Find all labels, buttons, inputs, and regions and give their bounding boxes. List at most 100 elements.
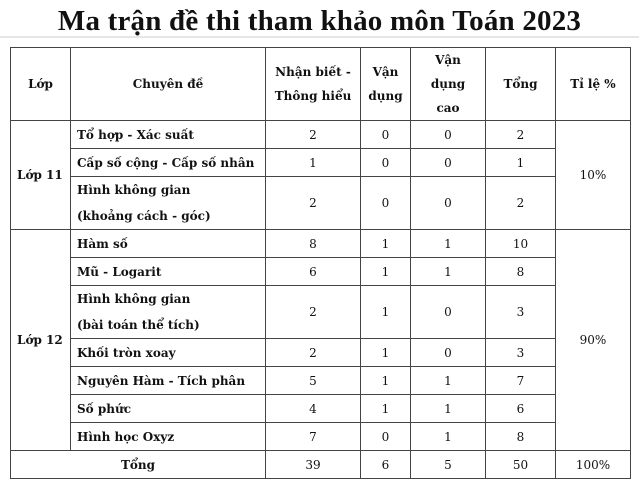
nb-cell: 2	[265, 176, 361, 230]
total-total-cell: 50	[485, 450, 556, 479]
vdc-cell: 0	[410, 148, 486, 177]
vdc-cell: 1	[410, 422, 486, 451]
header-recognize-line1: Nhận biết -	[275, 65, 351, 79]
table-row: Hình không gian (khoảng cách - góc) 2 0 0 2	[11, 176, 631, 230]
header-apply-high-line1: Vận dụng	[430, 53, 466, 91]
topic-line1: Mũ - Logarit	[77, 264, 162, 279]
nb-cell: 5	[265, 366, 361, 395]
vdc-cell: 1	[410, 257, 486, 286]
topic-cell: Hàm số	[70, 229, 266, 258]
topic-line2: (khoảng cách - góc)	[77, 209, 211, 223]
total-cell: 8	[485, 422, 556, 451]
vd-cell: 0	[360, 120, 411, 149]
vd-cell: 1	[360, 257, 411, 286]
total-cell: 6	[485, 394, 556, 423]
table-row: Lớp 12 Hàm số 8 1 1 10 90%	[10, 229, 631, 451]
ratio-cell: 90%	[555, 229, 631, 451]
total-nb-cell: 39	[265, 450, 361, 479]
total-vd-cell: 6	[360, 450, 411, 479]
total-cell: 1	[485, 148, 556, 177]
total-cell: 3	[485, 338, 556, 367]
vdc-cell: 1	[410, 366, 486, 395]
nb-cell: 1	[265, 148, 361, 177]
vdc-cell: 1	[410, 229, 486, 258]
topic-line1: Tổ hợp - Xác suất	[77, 127, 194, 142]
table-row: Hình học Oxyz 7 0 1 8	[11, 422, 631, 451]
table-row: Số phức 4 1 1 6	[11, 394, 631, 423]
header-apply-line2: dụng	[368, 89, 403, 103]
topic-line1: Hình không gian	[77, 183, 191, 197]
topic-line1: Hình học Oxyz	[77, 429, 175, 444]
total-ratio-cell: 100%	[555, 450, 631, 479]
exam-matrix-table: Lớp Chuyên đề Nhận biết - Thông hiểu Vận d…	[10, 47, 631, 479]
topic-cell: Mũ - Logarit	[70, 257, 266, 286]
vd-cell: 1	[360, 338, 411, 367]
topic-line1: Khối tròn xoay	[77, 345, 176, 360]
topic-cell: Nguyên Hàm - Tích phân	[70, 366, 266, 395]
topic-cell: Hình học Oxyz	[70, 422, 266, 451]
total-cell: 8	[485, 257, 556, 286]
topic-line1: Số phức	[77, 401, 131, 416]
vd-cell: 0	[360, 176, 411, 230]
total-label: Tổng	[10, 450, 266, 479]
vdc-cell: 1	[410, 394, 486, 423]
topic-line1: Cấp số cộng - Cấp số nhân	[77, 155, 255, 170]
grade-cell: Lớp 11	[10, 120, 71, 230]
header-ratio: Tỉ lệ %	[555, 47, 631, 121]
total-cell: 3	[485, 285, 556, 339]
total-vdc-cell: 5	[410, 450, 486, 479]
ratio-cell: 10%	[555, 120, 631, 230]
total-cell: 2	[485, 176, 556, 230]
vd-cell: 1	[360, 394, 411, 423]
nb-cell: 8	[265, 229, 361, 258]
topic-cell: Số phức	[70, 394, 266, 423]
vdc-cell: 0	[410, 338, 486, 367]
header-grade: Lớp	[10, 47, 71, 121]
vd-cell: 0	[360, 422, 411, 451]
table-row: Mũ - Logarit 6 1 1 8	[11, 257, 631, 286]
page-title: Ma trận đề thi tham khảo môn Toán 2023	[57, 5, 582, 37]
topic-cell: Cấp số cộng - Cấp số nhân	[70, 148, 266, 177]
header-apply-high-line2: cao	[436, 101, 460, 115]
topic-line1: Hình không gian	[77, 292, 191, 306]
header-apply: Vận dụng	[360, 47, 411, 121]
nb-cell: 2	[265, 120, 361, 149]
total-cell: 10	[485, 229, 556, 258]
header-row: Lớp Chuyên đề Nhận biết - Thông hiểu Vận d…	[10, 47, 631, 121]
vd-cell: 1	[360, 285, 411, 339]
nb-cell: 7	[265, 422, 361, 451]
vdc-cell: 0	[410, 176, 486, 230]
topic-line1: Nguyên Hàm - Tích phân	[77, 373, 246, 388]
nb-cell: 6	[265, 257, 361, 286]
table-row: Lớp 11 Tổ hợp - Xác suất 2 0 0 2 10%	[10, 120, 631, 230]
header-topic: Chuyên đề	[70, 47, 266, 121]
topic-cell: Khối tròn xoay	[70, 338, 266, 367]
topic-line1: Hàm số	[77, 236, 128, 251]
vd-cell: 1	[360, 229, 411, 258]
vdc-cell: 0	[410, 285, 486, 339]
table-row: Cấp số cộng - Cấp số nhân 1 0 0 1	[11, 148, 631, 177]
topic-line2: (bài toán thể tích)	[77, 318, 200, 332]
topic-cell: Tổ hợp - Xác suất	[70, 120, 266, 149]
header-apply-high: Vận dụng cao	[410, 47, 486, 121]
title-divider	[0, 36, 639, 38]
grade-cell: Lớp 12	[10, 229, 71, 451]
table-row: Khối tròn xoay 2 1 0 3	[11, 338, 631, 367]
total-cell: 2	[485, 120, 556, 149]
topic-cell: Hình không gian (bài toán thể tích)	[70, 285, 266, 339]
total-cell: 7	[485, 366, 556, 395]
total-row: Tổng 39 6 5 50 100%	[10, 450, 631, 479]
vdc-cell: 0	[410, 120, 486, 149]
table-row: Hình không gian (bài toán thể tích) 2 1 0 3	[11, 285, 631, 339]
header-apply-line1: Vận	[372, 65, 399, 79]
header-recognize: Nhận biết - Thông hiểu	[265, 47, 361, 121]
topic-cell: Hình không gian (khoảng cách - góc)	[70, 176, 266, 230]
nb-cell: 2	[265, 285, 361, 339]
vd-cell: 0	[360, 148, 411, 177]
vd-cell: 1	[360, 366, 411, 395]
header-recognize-line2: Thông hiểu	[274, 89, 352, 103]
nb-cell: 4	[265, 394, 361, 423]
nb-cell: 2	[265, 338, 361, 367]
table-row: Nguyên Hàm - Tích phân 5 1 1 7	[11, 366, 631, 395]
header-total: Tổng	[485, 47, 556, 121]
